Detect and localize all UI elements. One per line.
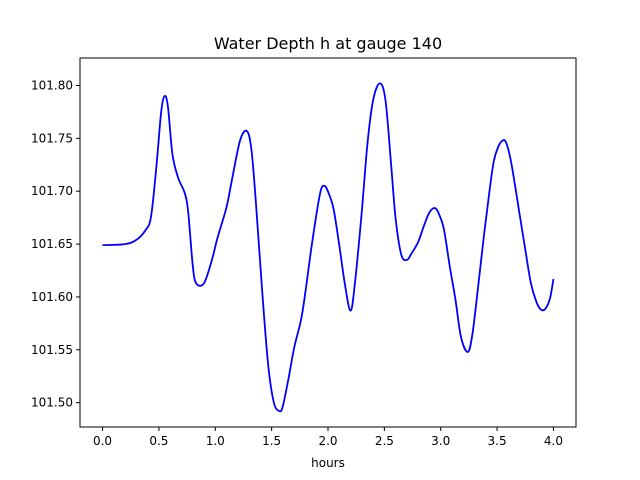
x-tick-label: 0.5 bbox=[149, 434, 168, 448]
x-tick-label: 3.0 bbox=[431, 434, 450, 448]
plot-area bbox=[102, 82, 555, 413]
x-tick-label: 2.0 bbox=[318, 434, 337, 448]
series-line-0 bbox=[102, 82, 555, 413]
x-tick-label: 0.0 bbox=[93, 434, 112, 448]
y-tick-label: 101.55 bbox=[31, 343, 73, 357]
x-tick-label: 1.0 bbox=[206, 434, 225, 448]
plot-frame bbox=[79, 57, 577, 428]
x-axis-label: hours bbox=[311, 456, 345, 470]
x-tick-label: 2.5 bbox=[375, 434, 394, 448]
y-tick-label: 101.80 bbox=[31, 78, 73, 92]
y-tick-label: 101.50 bbox=[31, 396, 73, 410]
chart-title: Water Depth h at gauge 140 bbox=[214, 34, 442, 53]
axis-ticks: 0.0 0.5 1.0 1.5 2.0 2.5 3.0 3.5 4.0 101.50 101.55 1… bbox=[31, 78, 563, 448]
y-tick-label: 101.65 bbox=[31, 237, 73, 251]
y-tick-label: 101.60 bbox=[31, 290, 73, 304]
x-tick-label: 4.0 bbox=[544, 434, 563, 448]
x-tick-label: 1.5 bbox=[262, 434, 281, 448]
x-tick-label: 3.5 bbox=[488, 434, 507, 448]
y-tick-label: 101.70 bbox=[31, 184, 73, 198]
y-tick-label: 101.75 bbox=[31, 131, 73, 145]
